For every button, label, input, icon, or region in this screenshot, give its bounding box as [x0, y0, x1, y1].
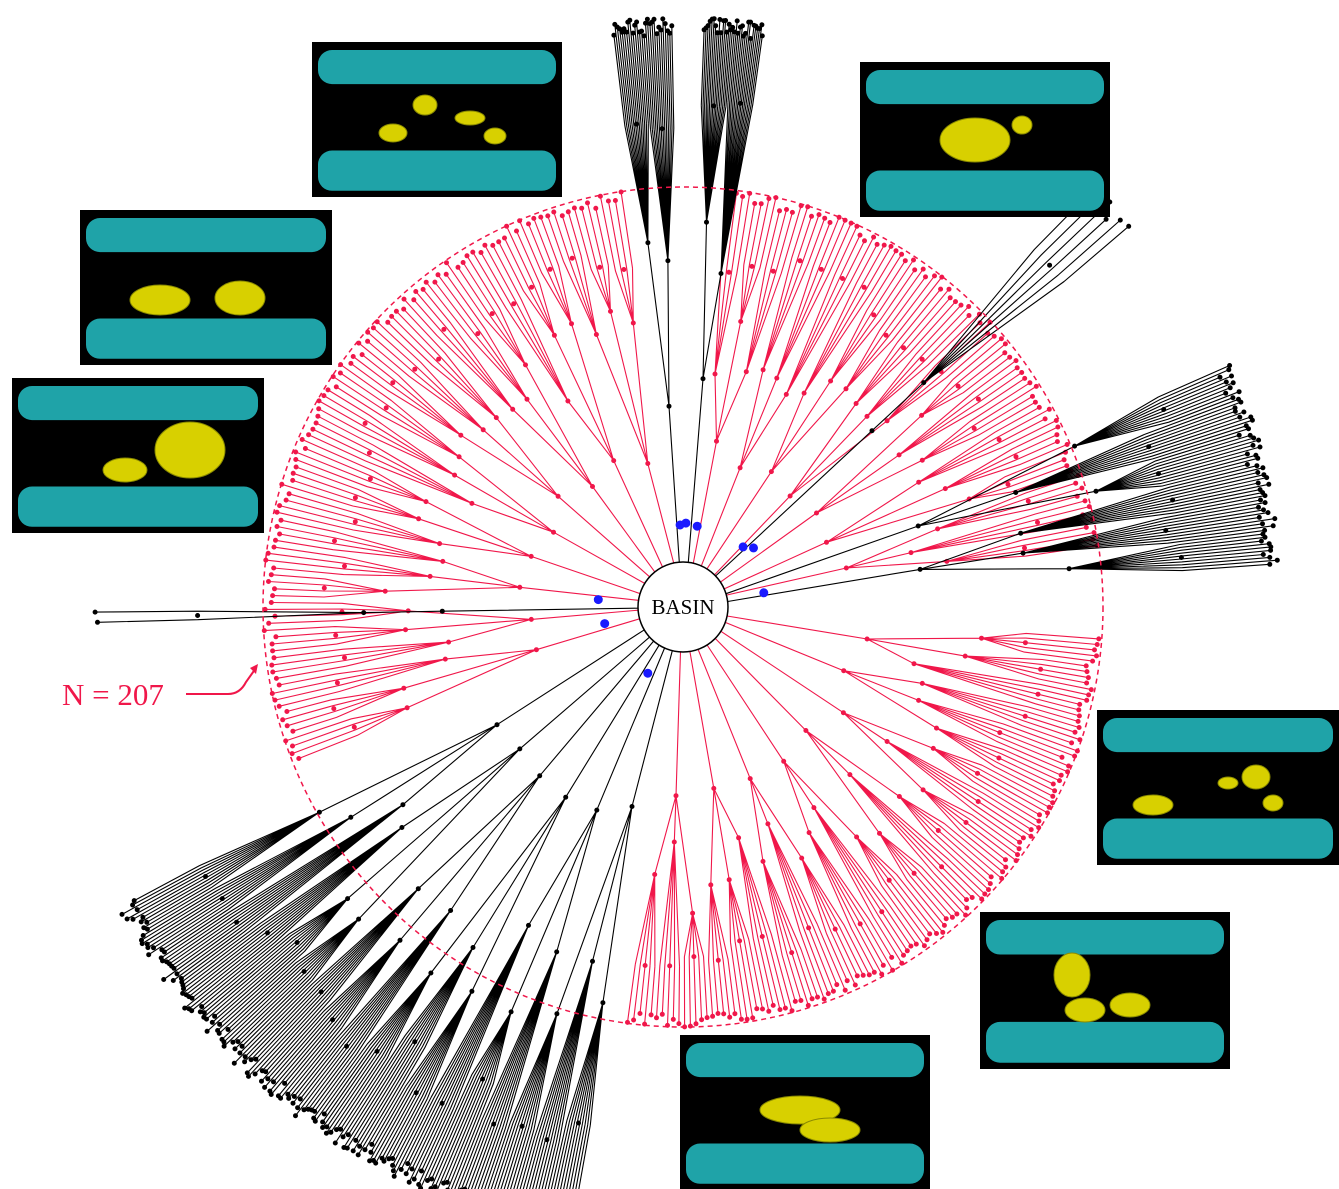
transition-nodes: [593, 518, 769, 678]
snapshot-image: [860, 62, 1110, 217]
upper-surface: [318, 50, 556, 85]
upper-surface: [18, 386, 258, 421]
tree-nodes: [92, 608, 445, 625]
snapshot-image: [312, 42, 562, 197]
lower-surface: [318, 150, 556, 191]
yellow-cluster: [154, 421, 226, 479]
branch-fan: [715, 187, 1130, 577]
yellow-cluster: [129, 284, 191, 316]
lower-surface: [18, 486, 258, 527]
tree-nodes: [625, 635, 1102, 1030]
yellow-cluster: [412, 94, 438, 116]
yellow-cluster: [378, 123, 408, 143]
yellow-cluster: [1217, 776, 1239, 790]
tree-edges: [92, 16, 1280, 1189]
yellow-cluster: [214, 280, 266, 316]
count-annotation: N = 207: [62, 677, 164, 712]
yellow-cluster: [1064, 997, 1106, 1023]
yellow-cluster: [759, 1095, 841, 1125]
branch-fan: [687, 18, 763, 563]
annotation-arrowhead: [250, 664, 258, 674]
branch-fan: [264, 191, 675, 760]
lower-surface: [686, 1143, 924, 1184]
yellow-cluster: [939, 117, 1011, 163]
threshold-circle: [262, 186, 1104, 1028]
snapshot-image: [1097, 710, 1339, 865]
yellow-cluster: [799, 1117, 861, 1143]
branch-fan: [613, 18, 680, 563]
upper-surface: [986, 920, 1224, 955]
lower-surface: [986, 1021, 1224, 1063]
tree-nodes: [261, 189, 651, 761]
upper-surface: [86, 218, 326, 253]
branch-fan: [95, 607, 639, 623]
upper-surface: [1103, 718, 1333, 753]
basin-label: BASIN: [651, 595, 714, 619]
yellow-cluster: [1262, 794, 1284, 812]
annotation-arrow: [186, 667, 257, 695]
yellow-cluster: [1241, 764, 1271, 790]
snapshot-image: [80, 210, 332, 365]
yellow-cluster: [1011, 115, 1033, 135]
yellow-cluster: [1053, 952, 1091, 998]
branch-fan: [121, 629, 673, 1189]
upper-surface: [866, 70, 1104, 105]
branch-fan: [725, 364, 1278, 603]
lower-surface: [866, 170, 1104, 211]
tree-nodes: [611, 16, 675, 409]
basin-node: [637, 561, 729, 653]
yellow-cluster: [102, 457, 148, 483]
branch-fan: [626, 615, 1099, 1027]
upper-surface: [686, 1043, 924, 1078]
yellow-cluster: [454, 110, 486, 126]
yellow-cluster: [483, 127, 507, 145]
snapshot-image: [980, 912, 1230, 1069]
lower-surface: [86, 318, 326, 359]
tree-nodes: [915, 363, 1280, 572]
tree-nodes: [712, 190, 1100, 571]
snapshot-image: [12, 378, 264, 533]
tree-nodes: [700, 16, 765, 382]
branch-fan: [692, 193, 1098, 596]
snapshot-panels: [12, 42, 1339, 1189]
yellow-cluster: [1132, 794, 1174, 816]
lower-surface: [1103, 818, 1333, 859]
tree-nodes: [119, 722, 635, 1189]
snapshot-image: [680, 1035, 930, 1189]
yellow-cluster: [1109, 992, 1151, 1018]
